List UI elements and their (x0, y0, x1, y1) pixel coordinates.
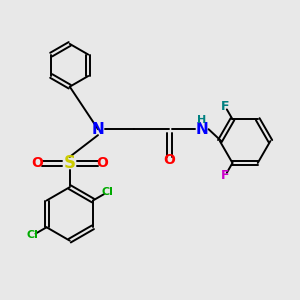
Text: H: H (197, 115, 206, 125)
Text: N: N (196, 122, 208, 137)
Text: O: O (164, 153, 175, 167)
Text: Cl: Cl (101, 188, 113, 197)
Text: F: F (221, 100, 229, 113)
Text: S: S (64, 154, 76, 172)
Text: F: F (221, 169, 229, 182)
Text: O: O (97, 156, 108, 170)
Text: N: N (92, 122, 104, 137)
Text: O: O (31, 156, 43, 170)
Text: Cl: Cl (26, 230, 38, 241)
